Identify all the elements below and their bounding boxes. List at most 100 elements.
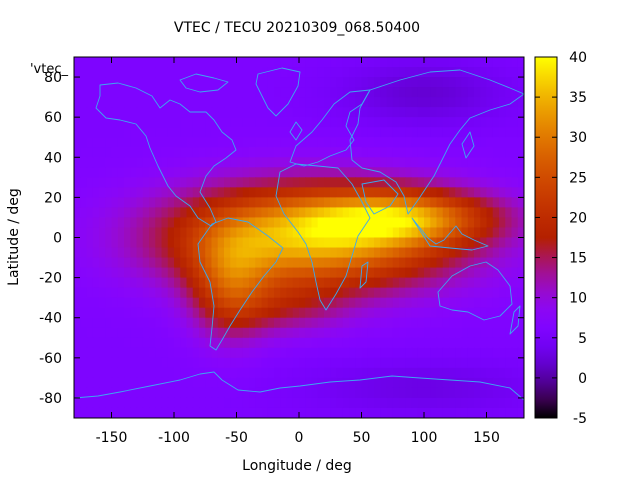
heatmap-cell <box>374 337 381 349</box>
heatmap-cell <box>192 147 200 158</box>
heatmap-cell <box>255 337 263 349</box>
heatmap-cell <box>130 137 138 148</box>
heatmap-cell <box>286 277 294 289</box>
heatmap-cell <box>424 97 431 108</box>
heatmap-cell <box>211 397 219 409</box>
heatmap-cell <box>355 217 363 229</box>
heatmap-cell <box>286 227 294 239</box>
heatmap-cell <box>267 317 275 329</box>
heatmap-cell <box>149 327 156 339</box>
heatmap-cell <box>505 147 513 158</box>
heatmap-cell <box>286 267 294 279</box>
heatmap-cell <box>399 247 406 259</box>
heatmap-cell <box>374 67 381 78</box>
heatmap-cell <box>192 97 200 108</box>
heatmap-cell <box>136 337 144 349</box>
heatmap-cell <box>130 237 138 249</box>
heatmap-cell <box>274 197 281 209</box>
heatmap-cell <box>442 187 450 198</box>
heatmap-cell <box>405 177 413 188</box>
heatmap-cell <box>305 347 313 359</box>
heatmap-cell <box>336 257 344 269</box>
heatmap-cell <box>305 367 313 379</box>
heatmap-cell <box>161 67 169 78</box>
heatmap-cell <box>261 407 269 418</box>
heatmap-cell <box>442 87 450 98</box>
heatmap-cell <box>474 177 481 188</box>
heatmap-cell <box>92 267 100 279</box>
heatmap-cell <box>261 337 269 349</box>
heatmap-cell <box>424 107 431 118</box>
heatmap-cell <box>411 137 419 148</box>
heatmap-cell <box>374 97 381 108</box>
heatmap-cell <box>361 397 369 409</box>
heatmap-cell <box>199 327 206 339</box>
heatmap-cell <box>236 367 244 379</box>
heatmap-cell <box>292 367 300 379</box>
heatmap-cell <box>336 87 344 98</box>
heatmap-cell <box>411 357 419 369</box>
heatmap-cell <box>511 297 519 309</box>
x-tick-label: -100 <box>158 430 190 446</box>
heatmap-cell <box>286 57 294 68</box>
heatmap-cell <box>124 137 131 148</box>
heatmap-cell <box>317 67 325 78</box>
heatmap-cell <box>467 107 475 118</box>
heatmap-cell <box>249 147 256 158</box>
heatmap-cell <box>86 137 94 148</box>
heatmap-cell <box>117 57 125 68</box>
heatmap-cell <box>474 337 481 349</box>
heatmap-cell <box>211 317 219 329</box>
heatmap-cell <box>355 87 363 98</box>
heatmap-cell <box>367 307 375 319</box>
heatmap-cell <box>92 87 100 98</box>
heatmap-cell <box>99 117 106 128</box>
heatmap-cell <box>130 327 138 339</box>
heatmap-cell <box>455 247 463 259</box>
heatmap-cell <box>99 207 106 219</box>
heatmap-cell <box>124 277 131 289</box>
heatmap-cell <box>167 317 175 329</box>
heatmap-cell <box>305 387 313 399</box>
heatmap-cell <box>80 357 88 369</box>
heatmap-cell <box>449 267 456 279</box>
heatmap-cell <box>180 207 188 219</box>
heatmap-cell <box>92 347 100 359</box>
heatmap-cell <box>342 407 350 418</box>
heatmap-cell <box>374 347 381 359</box>
heatmap-cell <box>74 107 81 118</box>
heatmap-cell <box>286 307 294 319</box>
heatmap-cell <box>274 277 281 289</box>
heatmap-cell <box>355 397 363 409</box>
heatmap-cell <box>455 407 463 418</box>
heatmap-cell <box>242 77 250 88</box>
heatmap-cell <box>261 157 269 168</box>
heatmap-cell <box>461 247 469 259</box>
heatmap-cell <box>367 387 375 399</box>
heatmap-cell <box>517 247 524 259</box>
heatmap-cell <box>430 287 438 299</box>
heatmap-cell <box>486 227 494 239</box>
heatmap-cell <box>224 317 231 329</box>
heatmap-cell <box>505 267 513 279</box>
heatmap-cell <box>380 127 388 138</box>
heatmap-cell <box>155 217 163 229</box>
heatmap-cell <box>111 327 119 339</box>
heatmap-cell <box>161 287 169 299</box>
heatmap-cell <box>224 187 231 198</box>
heatmap-cell <box>361 317 369 329</box>
heatmap-cell <box>280 127 288 138</box>
heatmap-cell <box>349 237 356 249</box>
heatmap-cell <box>292 337 300 349</box>
heatmap-cell <box>211 207 219 219</box>
heatmap-cell <box>292 87 300 98</box>
heatmap-cell <box>305 257 313 269</box>
heatmap-cell <box>74 207 81 219</box>
heatmap-cell <box>449 317 456 329</box>
heatmap-cell <box>142 237 150 249</box>
heatmap-cell <box>167 187 175 198</box>
heatmap-cell <box>186 307 194 319</box>
heatmap-cell <box>392 97 400 108</box>
heatmap-cell <box>136 67 144 78</box>
heatmap-cell <box>486 337 494 349</box>
